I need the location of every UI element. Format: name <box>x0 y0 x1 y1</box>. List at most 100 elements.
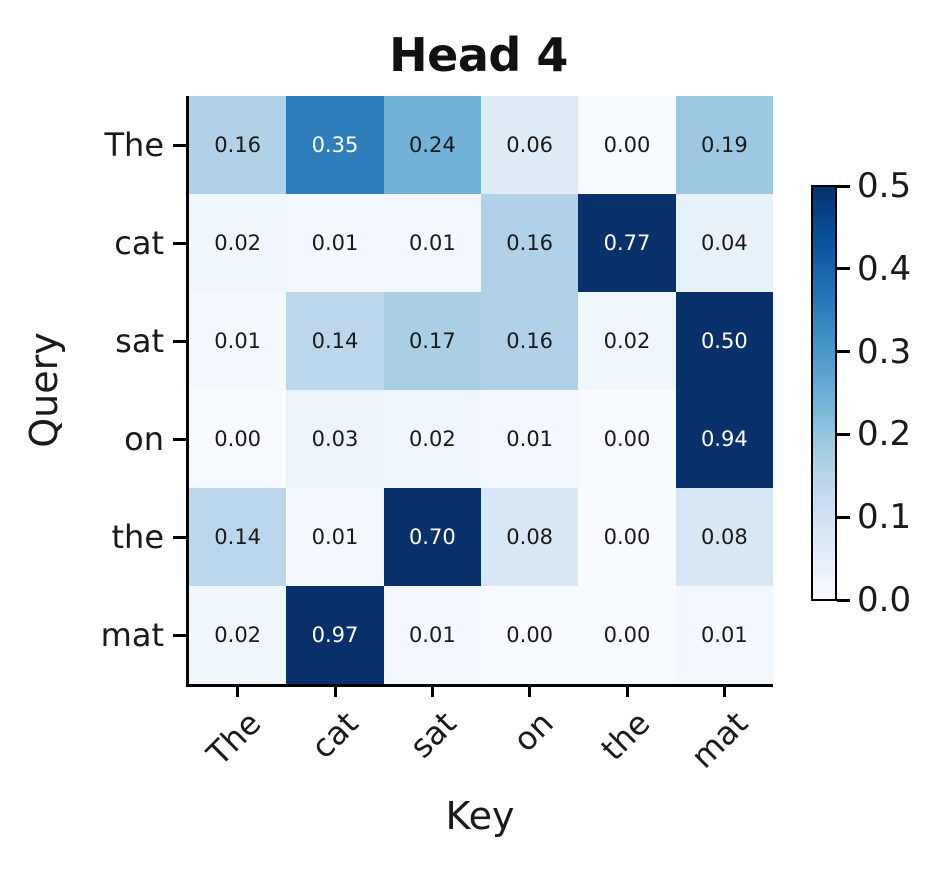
heatmap-cell-value: 0.16 <box>214 133 262 157</box>
heatmap-cell: 0.00 <box>189 390 287 488</box>
colorbar-tick-mark <box>837 350 850 354</box>
heatmap-cell-value: 0.00 <box>214 427 262 451</box>
y-tick-label: on <box>124 420 164 458</box>
heatmap-cell: 0.00 <box>578 96 676 194</box>
heatmap-cell-value: 0.16 <box>506 231 554 255</box>
heatmap-cell-value: 0.01 <box>408 623 456 647</box>
colorbar <box>811 185 837 601</box>
colorbar-tick-label: 0.4 <box>857 248 912 289</box>
heatmap-cell: 0.14 <box>286 292 384 390</box>
heatmap-cell: 0.01 <box>286 194 384 292</box>
y-tick-mark <box>173 339 186 343</box>
heatmap-cell-value: 0.94 <box>700 427 748 451</box>
heatmap-cell-value: 0.00 <box>603 427 651 451</box>
heatmap-cell: 0.01 <box>675 586 773 684</box>
heatmap-cell: 0.94 <box>675 390 773 488</box>
heatmap-cell-value: 0.02 <box>214 231 262 255</box>
heatmap-cell-value: 0.04 <box>700 231 748 255</box>
heatmap-cell-value: 0.01 <box>408 231 456 255</box>
colorbar-tick-label: 0.2 <box>857 414 912 455</box>
heatmap-cell: 0.02 <box>383 390 481 488</box>
heatmap-cell: 0.17 <box>383 292 481 390</box>
heatmap-cell-value: 0.01 <box>214 329 262 353</box>
colorbar-tick-mark <box>837 184 850 188</box>
heatmap-cell-value: 0.19 <box>700 133 748 157</box>
y-tick-mark <box>173 241 186 245</box>
colorbar-tick-mark <box>837 267 850 271</box>
heatmap-cell: 0.08 <box>481 488 579 586</box>
heatmap-cell: 0.70 <box>383 488 481 586</box>
x-tick-label: mat <box>683 704 756 776</box>
heatmap-cell-value: 0.00 <box>603 525 651 549</box>
x-tick-mark <box>333 684 337 697</box>
colorbar-tick-mark <box>837 598 850 602</box>
colorbar-tick-label: 0.1 <box>857 497 912 538</box>
heatmap-cell: 0.16 <box>481 194 579 292</box>
y-tick-mark <box>173 633 186 637</box>
colorbar-gradient <box>813 187 835 599</box>
heatmap-cell: 0.00 <box>578 488 676 586</box>
x-tick-mark <box>625 684 629 697</box>
heatmap-cell: 0.01 <box>383 194 481 292</box>
heatmap-cell: 0.14 <box>189 488 287 586</box>
heatmap-cell: 0.19 <box>675 96 773 194</box>
colorbar-tick-mark <box>837 515 850 519</box>
y-tick-label: the <box>111 518 164 556</box>
heatmap-cell-value: 0.00 <box>603 133 651 157</box>
heatmap-cell-value: 0.70 <box>408 525 456 549</box>
x-tick-label: on <box>505 704 561 760</box>
heatmap-cell-value: 0.16 <box>506 329 554 353</box>
x-tick-mark <box>236 684 240 697</box>
heatmap-cell: 0.00 <box>481 586 579 684</box>
x-tick-mark <box>722 684 726 697</box>
heatmap-cell: 0.24 <box>383 96 481 194</box>
y-tick-label: sat <box>115 322 164 360</box>
heatmap-cell: 0.97 <box>286 586 384 684</box>
heatmap-cell-value: 0.77 <box>603 231 651 255</box>
heatmap-cell: 0.00 <box>578 586 676 684</box>
heatmap-cell-value: 0.06 <box>506 133 554 157</box>
heatmap-cell-value: 0.08 <box>506 525 554 549</box>
heatmap-cell-value: 0.35 <box>311 133 359 157</box>
heatmap-cell-value: 0.50 <box>700 329 748 353</box>
colorbar-tick-label: 0.3 <box>857 331 912 372</box>
heatmap-cell: 0.01 <box>286 488 384 586</box>
heatmap-cell-value: 0.02 <box>408 427 456 451</box>
heatmap-cell: 0.04 <box>675 194 773 292</box>
heatmap-cell-value: 0.24 <box>408 133 456 157</box>
heatmap-cell: 0.01 <box>189 292 287 390</box>
heatmap-cell: 0.02 <box>578 292 676 390</box>
heatmap-cell: 0.02 <box>189 586 287 684</box>
heatmap-cell: 0.02 <box>189 194 287 292</box>
heatmap-cell: 0.16 <box>481 292 579 390</box>
x-tick-label: sat <box>401 704 464 766</box>
heatmap-cell-value: 0.01 <box>506 427 554 451</box>
heatmap-cell: 0.77 <box>578 194 676 292</box>
heatmap-cell: 0.03 <box>286 390 384 488</box>
x-tick-label: The <box>199 704 269 773</box>
heatmap-cell: 0.50 <box>675 292 773 390</box>
heatmap-cell-value: 0.00 <box>603 623 651 647</box>
y-tick-mark <box>173 437 186 441</box>
x-tick-mark <box>430 684 434 697</box>
heatmap-cell-value: 0.03 <box>311 427 359 451</box>
heatmap-cell: 0.16 <box>189 96 287 194</box>
chart-title: Head 4 <box>389 28 568 82</box>
colorbar-tick-label: 0.5 <box>857 166 912 206</box>
heatmap-cell: 0.08 <box>675 488 773 586</box>
colorbar-tick-mark <box>837 432 850 436</box>
heatmap-cell: 0.35 <box>286 96 384 194</box>
heatmap-cell-value: 0.97 <box>311 623 359 647</box>
heatmap-grid: 0.16 0.35 0.24 0.06 0.00 0.19 0.02 0.01 0.01 0.16… <box>189 96 773 684</box>
heatmap-cell-value: 0.01 <box>700 623 748 647</box>
heatmap-cell-value: 0.01 <box>311 231 359 255</box>
heatmap-cell-value: 0.17 <box>408 329 456 353</box>
heatmap-cell-value: 0.00 <box>506 623 554 647</box>
x-tick-label: the <box>593 704 658 769</box>
heatmap-cell-value: 0.14 <box>214 525 262 549</box>
heatmap-cell-value: 0.02 <box>603 329 651 353</box>
heatmap-axes: 0.16 0.35 0.24 0.06 0.00 0.19 0.02 0.01 0.01 0.16… <box>186 96 773 687</box>
heatmap-cell-value: 0.02 <box>214 623 262 647</box>
heatmap-cell-value: 0.01 <box>311 525 359 549</box>
